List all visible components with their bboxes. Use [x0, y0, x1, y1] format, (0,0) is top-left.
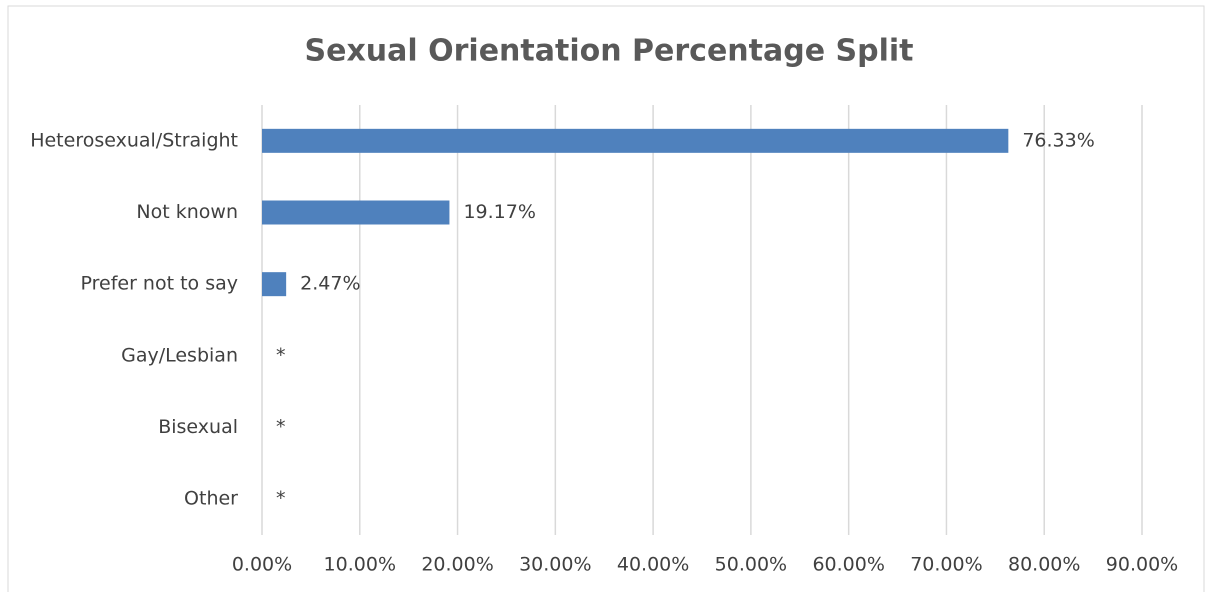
bar: [262, 200, 450, 225]
data-label: *: [276, 344, 286, 366]
x-tick-label: 40.00%: [617, 554, 689, 576]
data-label: 19.17%: [463, 201, 535, 223]
x-tick-label: 70.00%: [910, 554, 982, 576]
y-tick-label: Heterosexual/Straight: [30, 129, 238, 151]
x-tick-label: 60.00%: [812, 554, 884, 576]
chart-frame: [7, 5, 1205, 592]
y-tick-label: Other: [184, 488, 238, 510]
bar: [262, 128, 1009, 153]
x-tick-label: 0.00%: [232, 554, 292, 576]
chart-title: Sexual Orientation Percentage Split: [305, 34, 914, 69]
x-tick-label: 80.00%: [1008, 554, 1080, 576]
x-tick-label: 20.00%: [421, 554, 493, 576]
y-tick-label: Prefer not to say: [81, 273, 239, 295]
x-tick-label: 30.00%: [519, 554, 591, 576]
bar: [262, 272, 287, 297]
data-label: 2.47%: [300, 273, 360, 295]
x-tick-label: 50.00%: [715, 554, 787, 576]
data-label: *: [276, 488, 286, 510]
y-tick-label: Bisexual: [158, 416, 238, 438]
data-label: 76.33%: [1022, 129, 1094, 151]
x-tick-label: 10.00%: [324, 554, 396, 576]
x-tick-label: 90.00%: [1106, 554, 1178, 576]
y-tick-label: Gay/Lesbian: [121, 344, 238, 366]
y-tick-label: Not known: [136, 201, 238, 223]
data-label: *: [276, 416, 286, 438]
